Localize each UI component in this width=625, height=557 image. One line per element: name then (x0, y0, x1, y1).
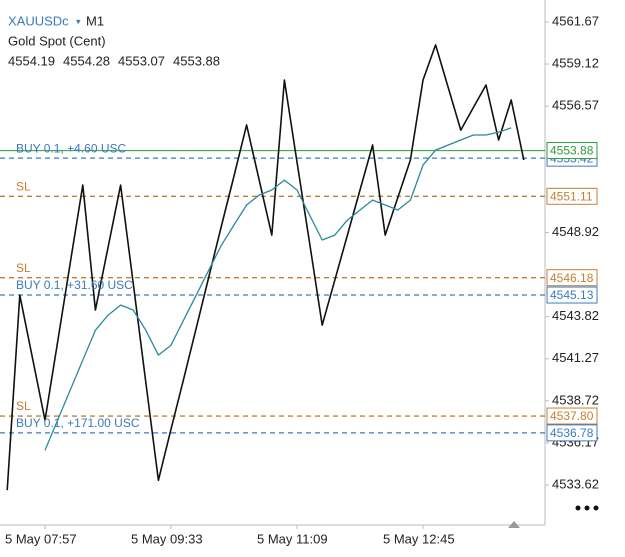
price-tag-label: 4536.78 (550, 426, 594, 440)
scroll-marker[interactable] (508, 521, 520, 528)
order-label: SL (16, 179, 31, 193)
x-tick-label: 5 May 11:09 (257, 531, 328, 546)
more-menu[interactable] (575, 505, 599, 511)
plot-area (0, 44, 545, 491)
price-tag (546, 286, 598, 304)
y-tick-label: 4538.72 (552, 392, 599, 407)
dropdown-arrow[interactable]: ▾ (76, 16, 81, 26)
y-tick-label: 4543.82 (552, 308, 599, 323)
order-label: BUY 0.1, +4.60 USC (16, 141, 127, 155)
ohlc-values: 4554.19 4554.28 4553.07 4553.88 (8, 53, 220, 68)
ohlc-value: 4553.07 (118, 53, 165, 68)
current-price-label: 4553.88 (550, 144, 594, 158)
y-tick-label: 4533.62 (552, 476, 599, 491)
price-tag (546, 142, 598, 160)
ohlc-value: 4554.19 (8, 53, 55, 68)
symbol: XAUUSDc (8, 13, 69, 28)
price-tag (546, 187, 598, 205)
order-label: SL (16, 261, 31, 275)
timeframe[interactable]: M1 (86, 13, 104, 28)
ohlc-value: 4553.88 (173, 53, 220, 68)
series-line (6, 44, 525, 491)
y-tick-label: 4556.57 (552, 98, 599, 113)
y-tick-label: 4548.92 (552, 224, 599, 239)
order-label: BUY 0.1, +31.60 USC (16, 278, 133, 292)
price-tag-label: 4551.11 (550, 189, 593, 203)
series-line (44, 127, 512, 451)
dot (575, 505, 581, 511)
price-tag (546, 407, 598, 425)
order-label: BUY 0.1, +171.00 USC (16, 416, 140, 430)
price-tag-label: 4537.80 (550, 409, 594, 423)
y-tick-label: 4559.12 (552, 55, 599, 70)
price-tag (546, 424, 598, 442)
price-tag-label: 4546.18 (550, 271, 594, 285)
x-tick-label: 5 May 09:33 (131, 531, 203, 546)
order-label: SL (16, 399, 31, 413)
dot (584, 505, 590, 511)
y-tick-label: 4541.27 (552, 350, 599, 365)
price-tag (546, 269, 598, 287)
ohlc-value: 4554.28 (63, 53, 110, 68)
price-tag-label: 4545.13 (550, 288, 594, 302)
x-tick-label: 5 May 12:45 (383, 531, 455, 546)
chart-title: Gold Spot (Cent) (8, 33, 106, 48)
x-tick-label: 5 May 07:57 (5, 531, 77, 546)
dot (593, 505, 599, 511)
y-tick-label: 4561.67 (552, 13, 599, 28)
